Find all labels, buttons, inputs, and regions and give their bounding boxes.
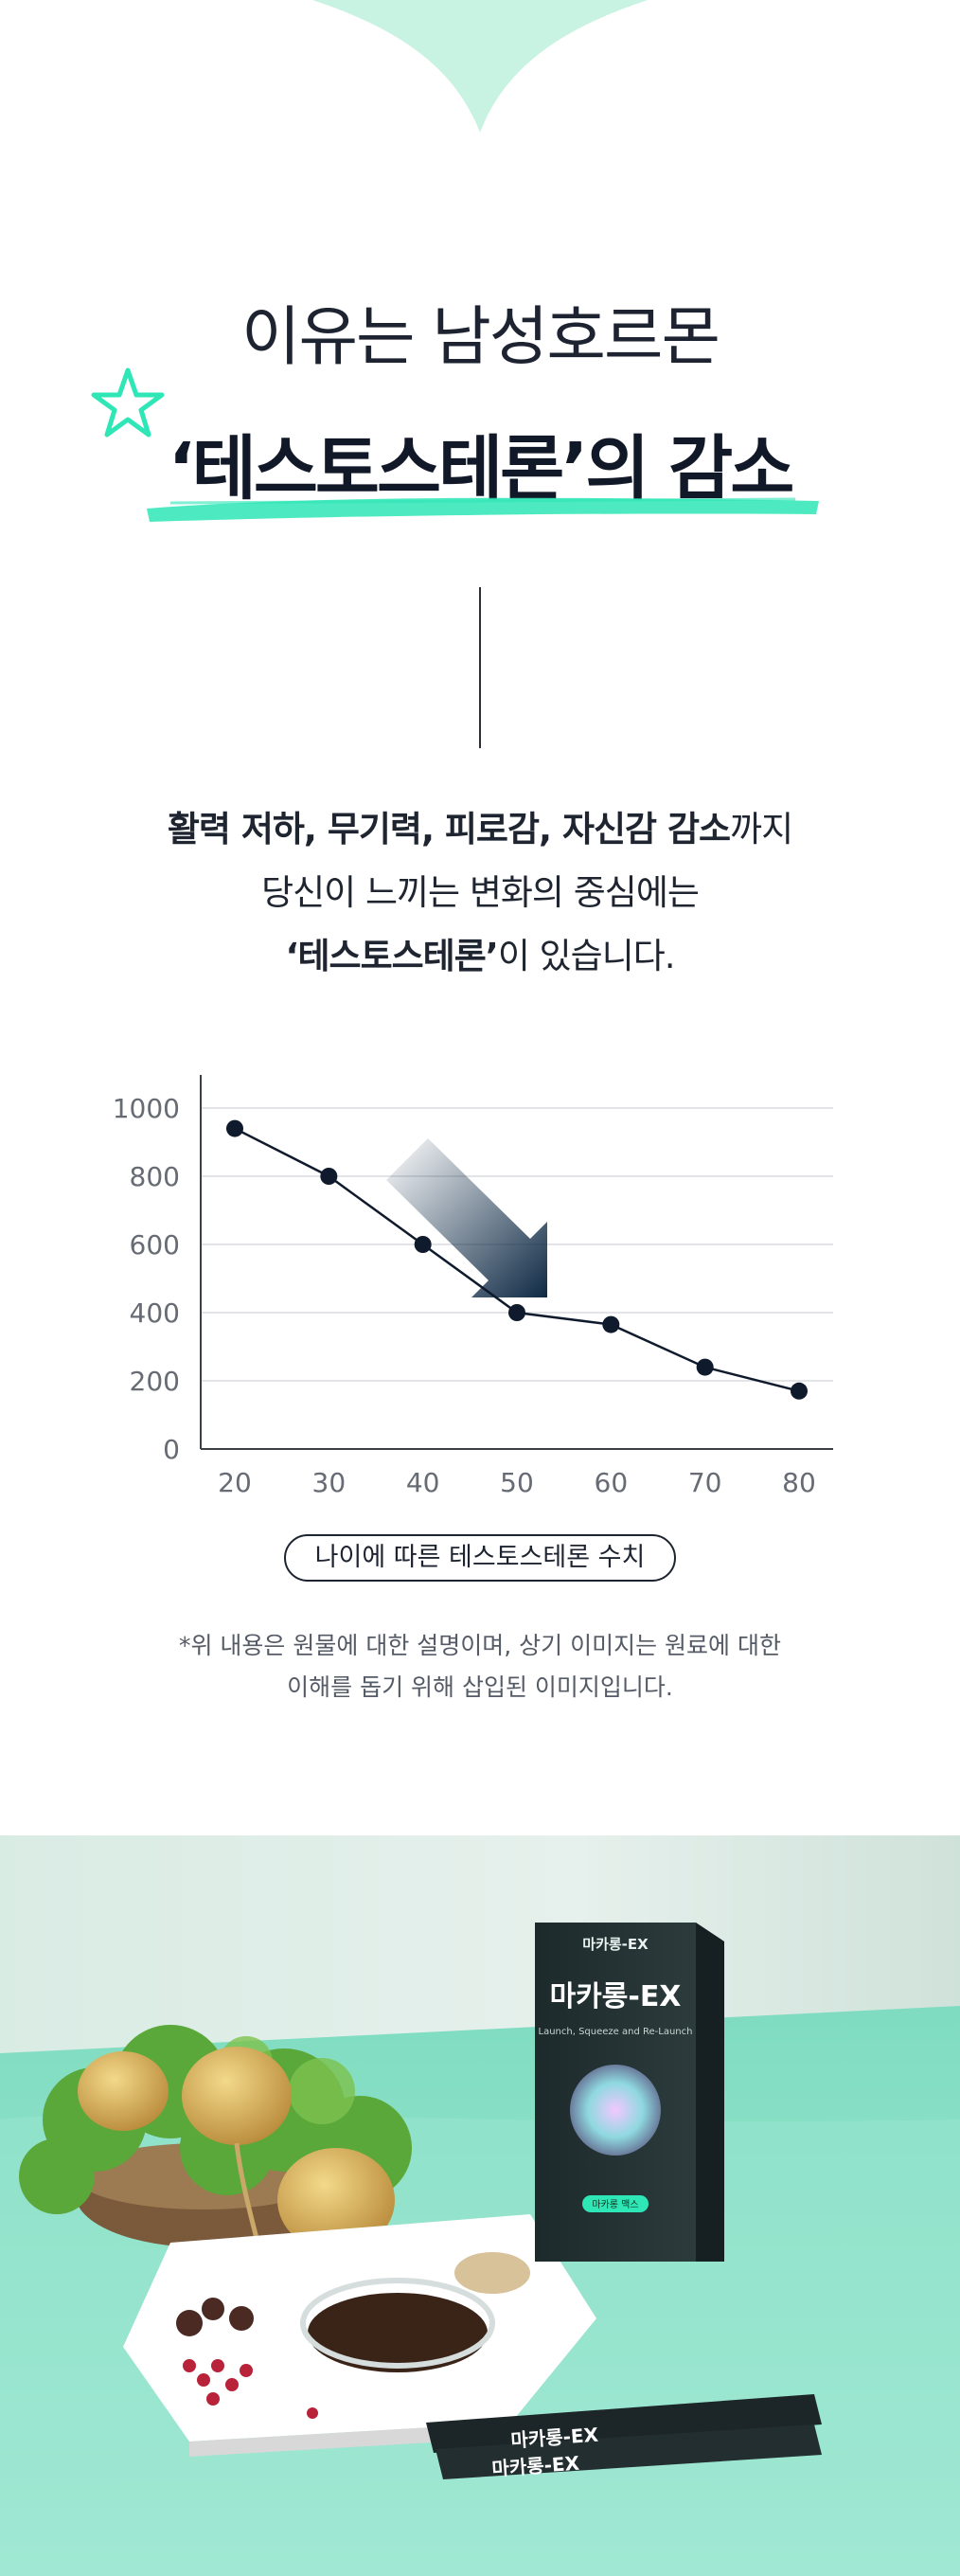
data-point [696, 1358, 714, 1376]
x-tick-label: 80 [782, 1467, 816, 1496]
box-badge-text: 마카롱 맥스 [592, 2199, 638, 2210]
chart-y-tick-labels: 0 200 400 600 800 1000 [113, 1093, 180, 1465]
heading-line-1: 이유는 남성호르몬 [240, 300, 720, 375]
vertical-divider [479, 587, 481, 748]
x-tick-label: 40 [406, 1467, 440, 1496]
box-top-brand: 마카롱-EX [582, 1936, 649, 1953]
top-decoration [312, 0, 648, 133]
data-point [226, 1119, 243, 1137]
star-icon [91, 367, 165, 438]
trend-arrow [386, 1138, 547, 1297]
product-photo: 마카롱-EX 마카롱-EX Launch, Squeeze and Re-Lau… [0, 1835, 960, 2576]
x-tick-label: 50 [500, 1467, 534, 1496]
brush-underline [147, 497, 819, 522]
body-line-1: 활력 저하, 무기력, 피로감, 자신감 감소까지 [0, 800, 960, 851]
series-points [226, 1119, 808, 1400]
data-point [602, 1315, 620, 1333]
box-tagline: Launch, Squeeze and Re-Launch [539, 2027, 693, 2037]
maca-slice [454, 2252, 530, 2294]
x-tick-label: 20 [218, 1467, 252, 1496]
x-tick-label: 60 [595, 1467, 629, 1496]
y-tick-label: 200 [130, 1366, 180, 1397]
y-tick-label: 600 [130, 1229, 180, 1261]
y-tick-label: 400 [130, 1297, 180, 1329]
x-tick-label: 30 [312, 1467, 347, 1496]
testosterone-chart: 0 200 400 600 800 1000 20 30 40 50 60 70 80 [113, 1075, 833, 1496]
maca-extract-dish [308, 2293, 488, 2372]
data-point [791, 1382, 808, 1400]
body-line-2: 당신이 느끼는 변화의 중심에는 [261, 872, 700, 913]
data-point [508, 1304, 525, 1321]
dried-berries [183, 2359, 318, 2419]
disclaimer-line-1: *위 내용은 원물에 대한 설명이며, 상기 이미지는 원료에 대한 [178, 1632, 782, 1659]
chart-axes [200, 1075, 833, 1450]
heading-quote: ‘테스토스테론’ [168, 428, 589, 510]
body-line-3-bold: ‘테스토스테론’ [285, 936, 498, 976]
box-brand: 마카롱-EX [550, 1980, 682, 2013]
data-point [320, 1168, 338, 1185]
heading-line-2: ‘테스토스테론’의 감소 [0, 412, 960, 513]
data-point [414, 1236, 432, 1253]
maca-root [78, 2051, 169, 2131]
body-line-3-rest: 이 있습니다. [497, 936, 676, 976]
chart-x-tick-labels: 20 30 40 50 60 70 80 [218, 1467, 816, 1496]
maca-root [277, 2148, 395, 2252]
body-line-1-bold: 활력 저하, 무기력, 피로감, 자신감 감소 [167, 809, 731, 850]
maca-root [182, 2047, 292, 2145]
dried-slices [176, 2298, 254, 2336]
box-badge [582, 2195, 649, 2212]
y-tick-label: 0 [163, 1434, 180, 1465]
y-tick-label: 800 [130, 1161, 180, 1192]
product-stick [426, 2394, 822, 2453]
x-tick-label: 70 [688, 1467, 722, 1496]
heading-suffix: 의 감소 [585, 428, 794, 510]
body-line-3: ‘테스토스테론’이 있습니다. [0, 927, 960, 978]
product-stick [436, 2424, 822, 2479]
disclaimer-line-2: 이해를 돕기 위해 삽입된 이미지입니다. [287, 1673, 673, 1701]
y-tick-label: 1000 [113, 1093, 180, 1124]
chart-caption: 나이에 따른 테스토스테론 수치 [284, 1534, 676, 1582]
body-line-1-rest: 까지 [730, 809, 793, 850]
box-orb [570, 2065, 661, 2156]
